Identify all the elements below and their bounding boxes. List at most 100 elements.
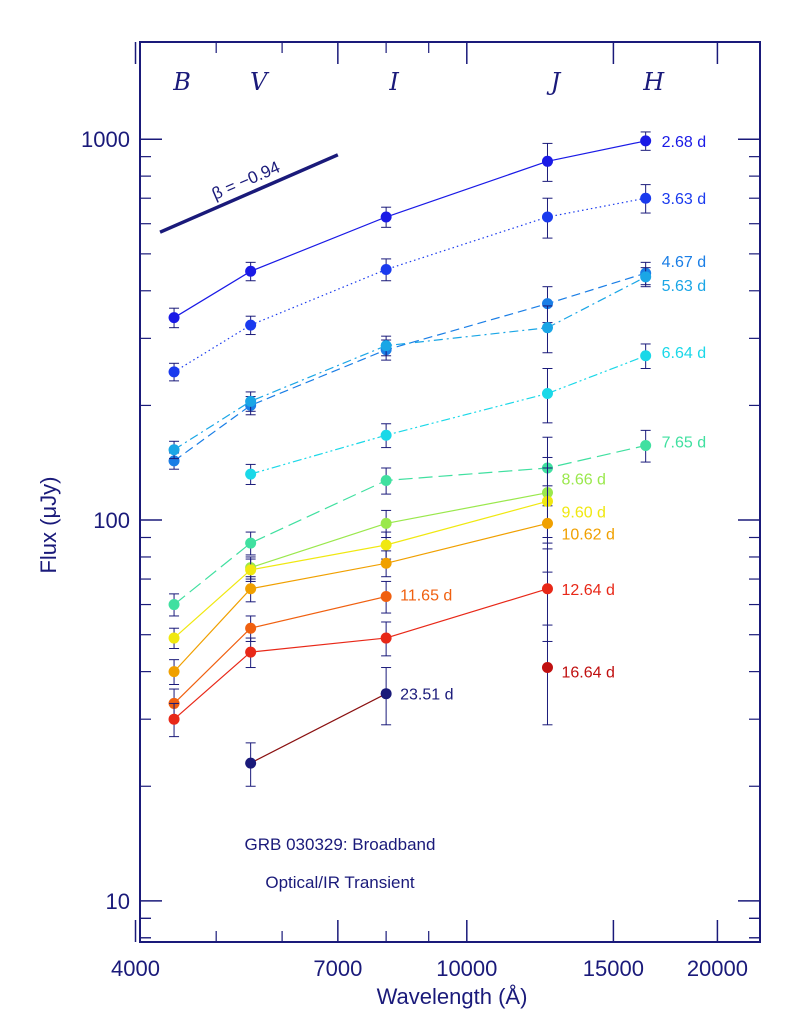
y-tick-label: 10: [106, 889, 130, 914]
y-tick-label: 1000: [81, 127, 130, 152]
x-tick-label: 10000: [436, 956, 497, 981]
data-point: [380, 517, 392, 529]
chart-title-line-1: GRB 030329: Broadband: [245, 835, 436, 854]
series-label: 7.65 d: [662, 434, 706, 451]
series-label: 9.60 d: [561, 504, 605, 521]
series-label: 3.63 d: [662, 191, 706, 208]
series-10-62-d: 10.62 d: [168, 485, 615, 686]
series-11-65-d: 11.65 d: [168, 580, 452, 720]
data-point: [245, 583, 257, 595]
data-point: [245, 757, 257, 769]
series-16-64-d: 16.64 d: [541, 624, 615, 726]
data-point: [245, 646, 257, 658]
data-point: [640, 350, 652, 362]
data-point: [245, 468, 257, 480]
series-line: [173, 140, 646, 319]
series-label: 8.66 d: [561, 472, 605, 489]
series-5-63-d: 5.63 d: [168, 267, 706, 460]
data-point: [168, 366, 180, 378]
x-axis-label: Wavelength (Å): [377, 984, 528, 1009]
series-label: 10.62 d: [561, 526, 614, 543]
series-layer: 2.68 d 3.63 d 4.67 d 5.63 d 6.64 d 7.65 d 8.66…: [168, 131, 706, 787]
series-line: [173, 522, 548, 673]
series-line: [173, 276, 646, 451]
data-point: [245, 395, 257, 407]
data-point: [380, 590, 392, 602]
data-point: [541, 387, 553, 399]
slope-indicator: β = −0.94: [159, 153, 339, 234]
series-line: [250, 355, 646, 475]
y-axis-ticks: 10 100 1000: [81, 127, 760, 939]
x-tick-label: 20000: [687, 956, 748, 981]
data-point: [168, 666, 180, 678]
data-point: [640, 439, 652, 451]
data-point: [380, 539, 392, 551]
series-2-68-d: 2.68 d: [168, 131, 706, 329]
data-point: [168, 632, 180, 644]
y-axis-label: Flux (μJy): [36, 476, 61, 573]
data-point: [640, 135, 652, 147]
series-label: 11.65 d: [400, 587, 452, 604]
data-point: [380, 688, 392, 700]
x-tick-label: 4000: [111, 956, 160, 981]
data-point: [245, 265, 257, 277]
data-point: [245, 564, 257, 576]
series-label: 12.64 d: [561, 582, 614, 599]
data-point: [380, 557, 392, 569]
data-point: [168, 444, 180, 456]
series-line: [250, 693, 387, 764]
data-point: [245, 319, 257, 331]
data-point: [380, 211, 392, 223]
data-point: [541, 583, 553, 595]
series-label: 23.51 d: [400, 687, 453, 704]
x-axis-ticks: 4000 7000 10000 15000 20000: [111, 42, 748, 981]
series-line: [173, 595, 387, 704]
data-point: [380, 475, 392, 487]
data-point: [245, 622, 257, 634]
data-point: [640, 271, 652, 283]
data-point: [541, 155, 553, 167]
band-label-H: H: [642, 68, 665, 96]
series-label: 4.67 d: [662, 254, 706, 271]
data-point: [541, 662, 553, 674]
series-23-51-d: 23.51 d: [245, 667, 454, 787]
data-point: [168, 713, 180, 725]
series-line: [250, 492, 548, 569]
series-12-64-d: 12.64 d: [168, 548, 615, 738]
chart-title-line-2: Optical/IR Transient: [265, 873, 415, 892]
data-point: [640, 192, 652, 204]
data-point: [541, 211, 553, 223]
band-label-V: V: [250, 68, 270, 96]
data-point: [245, 537, 257, 549]
series-3-63-d: 3.63 d: [168, 184, 706, 382]
series-label: 2.68 d: [662, 134, 706, 151]
series-6-64-d: 6.64 d: [245, 343, 706, 485]
series-label: 16.64 d: [561, 665, 614, 682]
data-point: [380, 340, 392, 352]
data-point: [168, 599, 180, 611]
data-point: [541, 322, 553, 334]
band-label-I: I: [388, 68, 399, 96]
data-point: [380, 263, 392, 275]
series-line: [173, 500, 548, 639]
series-line: [173, 197, 646, 373]
slope-line: [159, 153, 339, 234]
plot-frame: [139, 41, 761, 943]
x-tick-label: 15000: [583, 956, 644, 981]
band-label-B: B: [172, 68, 191, 96]
series-line: [173, 272, 646, 462]
data-point: [380, 632, 392, 644]
data-point: [541, 517, 553, 529]
series-line: [173, 588, 548, 720]
series-label: 6.64 d: [662, 345, 706, 362]
y-tick-label: 100: [93, 508, 130, 533]
x-tick-label: 7000: [313, 956, 362, 981]
series-4-67-d: 4.67 d: [168, 254, 706, 470]
series-label: 5.63 d: [662, 278, 706, 295]
data-point: [168, 312, 180, 324]
series-line: [173, 444, 646, 606]
band-label-J: J: [546, 68, 562, 96]
